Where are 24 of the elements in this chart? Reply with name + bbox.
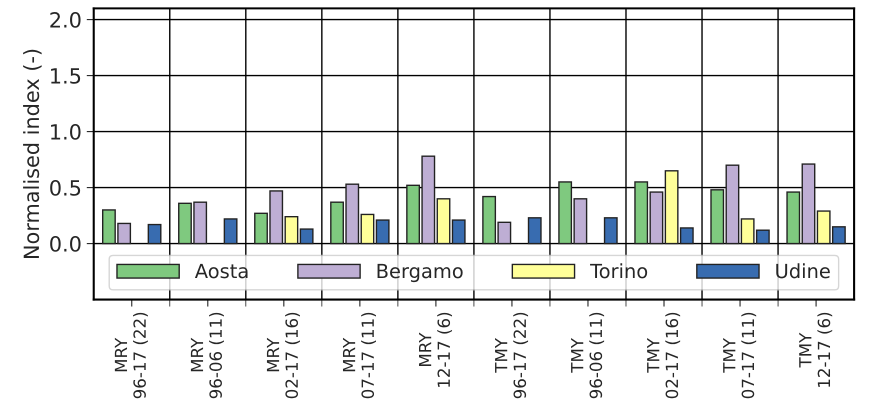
y-tick-label: 1.0	[51, 124, 81, 140]
legend-label: Bergamo	[378, 264, 463, 282]
x-tick-label: MRY 96-17 (22)	[114, 312, 148, 398]
x-tick-label: TMY 96-06 (11)	[571, 312, 604, 398]
x-tick-label: MRY 96-06 (11)	[190, 312, 224, 398]
x-tick-label: MRY 12-17 (6)	[419, 312, 452, 387]
legend-label: Torino	[590, 263, 648, 278]
bar	[148, 224, 162, 244]
y-tick-label: 0.0	[50, 236, 81, 252]
legend-label: Udine	[776, 263, 830, 278]
x-tick-label: MRY 07-17 (11)	[342, 312, 376, 398]
x-tick-label: TMY 12-17 (6)	[799, 312, 832, 387]
y-tick-label: 2.0	[50, 12, 81, 28]
x-tick-label: TMY 02-17 (16)	[647, 312, 680, 398]
x-tick-label: TMY 96-17 (22)	[495, 312, 528, 398]
y-tick-label: 1.5	[51, 68, 80, 84]
y-tick-label: 0.5	[50, 180, 80, 196]
bar	[528, 217, 542, 244]
x-tick-label: MRY 02-17 (16)	[266, 312, 300, 398]
bar	[224, 218, 238, 244]
x-tick-label: TMY 07-17 (11)	[723, 312, 756, 398]
legend-label: Aosta	[194, 264, 248, 278]
y-axis-title: Normalised index (-)	[23, 50, 42, 258]
bar	[604, 217, 618, 244]
